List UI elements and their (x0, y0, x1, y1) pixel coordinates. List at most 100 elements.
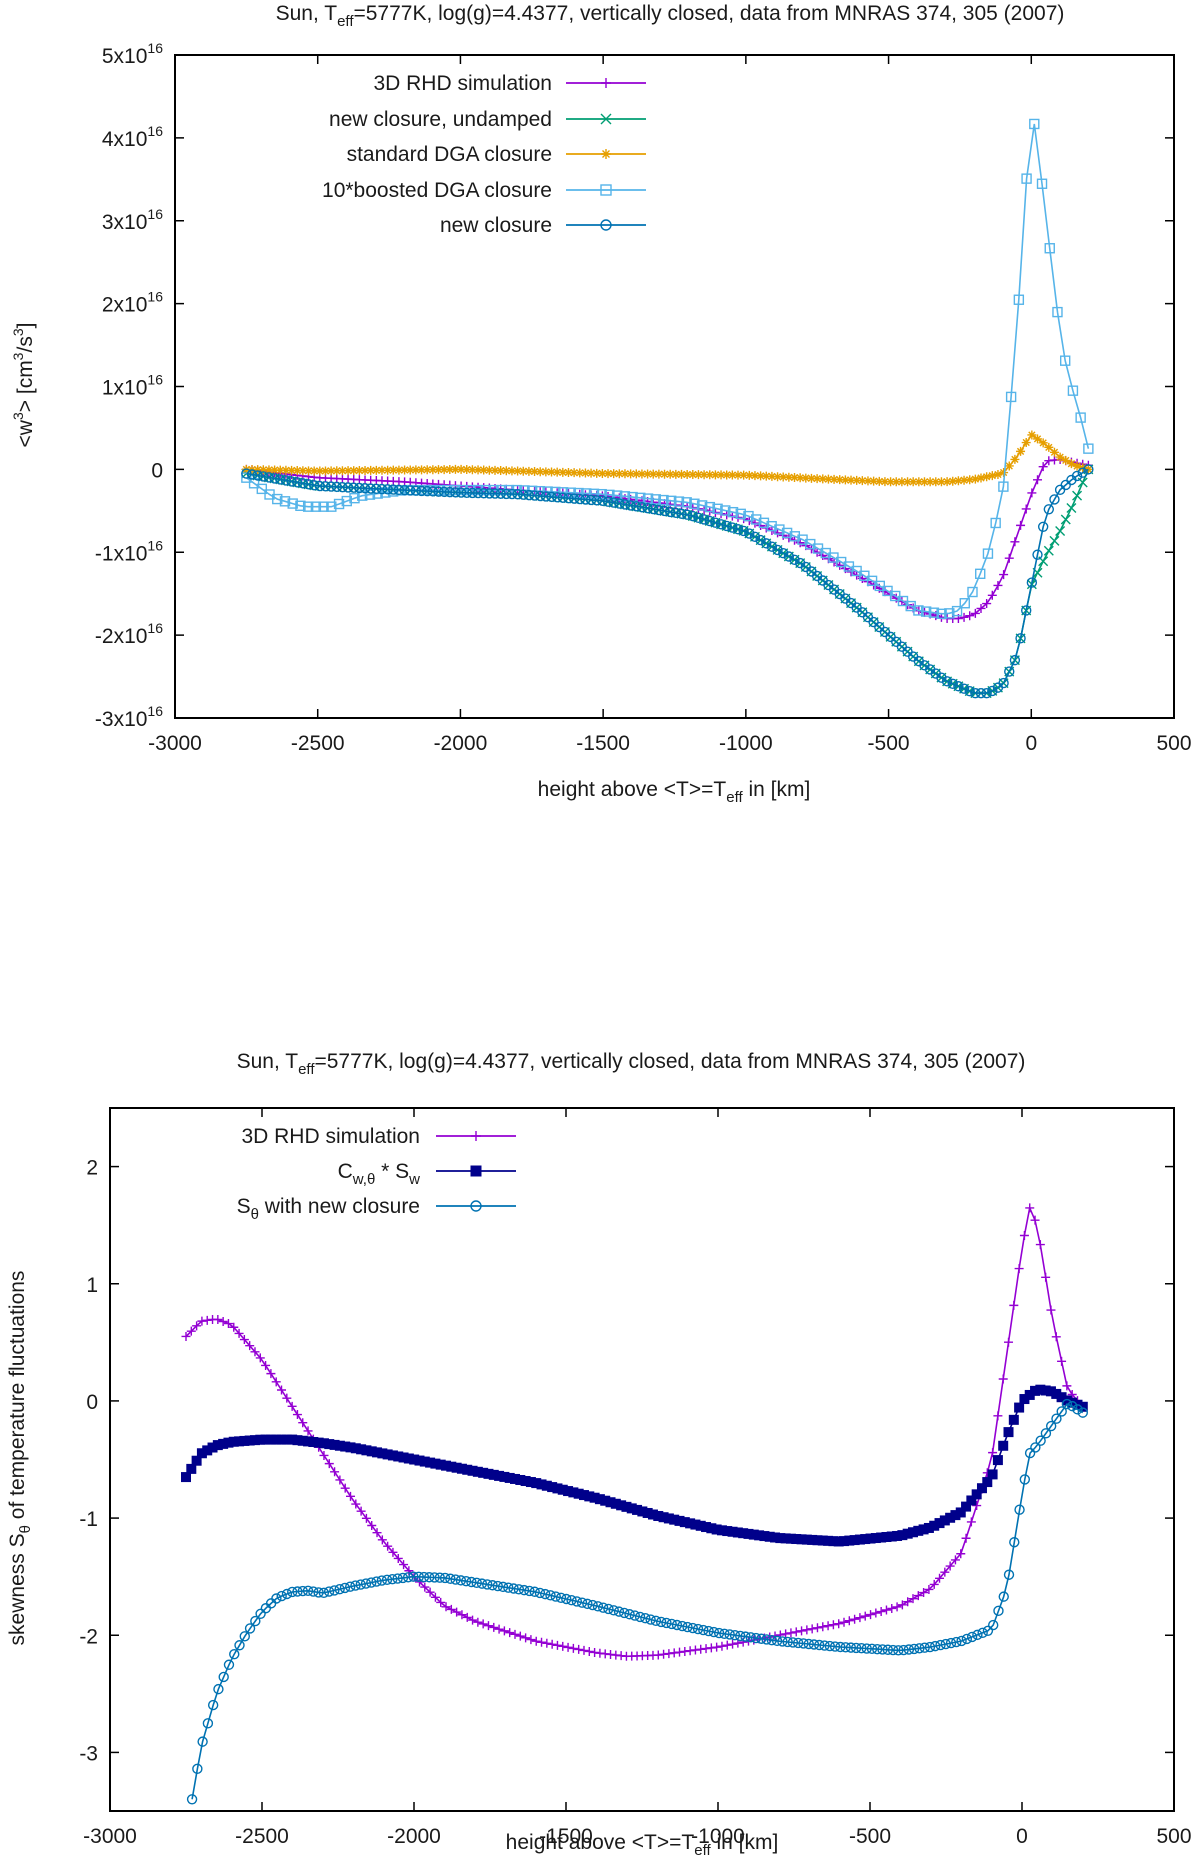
data-point (908, 1643, 920, 1655)
data-point (1083, 443, 1094, 454)
data-point (361, 1513, 371, 1523)
data-point (924, 1641, 936, 1653)
top-x-axis-label: height above <T>=Teff in [km] (538, 778, 811, 806)
data-point (766, 541, 778, 552)
data-point (575, 468, 585, 478)
data-point (1075, 412, 1086, 423)
data-point (1046, 1305, 1056, 1315)
data-point (1021, 504, 1031, 514)
data-point (512, 489, 523, 500)
data-point (795, 538, 805, 548)
data-point (218, 1317, 228, 1326)
data-point (478, 1619, 488, 1629)
data-point (269, 473, 280, 484)
data-point (461, 487, 472, 498)
legend-marker-3 (600, 184, 612, 196)
data-point (860, 1611, 870, 1621)
data-point (513, 466, 523, 476)
data-point (404, 1566, 414, 1576)
data-point (1044, 442, 1054, 452)
data-point (496, 466, 506, 476)
data-point (1049, 535, 1060, 546)
data-point (818, 474, 828, 484)
y-tick-label: 3x1016 (102, 206, 163, 234)
data-point (281, 465, 291, 475)
data-point (490, 465, 500, 475)
data-point (450, 487, 461, 498)
data-point (891, 477, 901, 487)
data-point (292, 466, 302, 476)
data-point (256, 483, 268, 495)
data-point (394, 465, 404, 475)
data-point (1010, 454, 1020, 464)
data-point (659, 1649, 669, 1659)
data-point (192, 1763, 203, 1775)
data-point (727, 522, 738, 533)
data-point (445, 464, 455, 474)
data-point (202, 1315, 212, 1325)
data-point (241, 472, 252, 483)
data-point (1077, 1407, 1089, 1418)
data-point (637, 469, 647, 479)
data-point (1061, 455, 1071, 465)
data-point (1004, 666, 1015, 677)
data-point (371, 465, 381, 475)
data-point (608, 497, 619, 508)
data-point (693, 470, 703, 480)
data-point (537, 1637, 547, 1647)
data-point (388, 484, 399, 495)
data-point (1051, 1332, 1061, 1342)
y-tick-label: 5x1016 (102, 40, 163, 68)
data-point (356, 1506, 366, 1516)
data-point (335, 1475, 345, 1485)
data-point (381, 1574, 393, 1585)
data-point (866, 1610, 876, 1620)
data-point (777, 1636, 788, 1647)
data-point (828, 1620, 838, 1630)
data-point (602, 496, 614, 507)
data-point (648, 469, 658, 479)
data-point (750, 471, 760, 481)
data-point (959, 598, 970, 609)
data-point (460, 1575, 472, 1587)
data-point (302, 501, 314, 512)
data-point (1027, 430, 1037, 440)
data-point (524, 1585, 535, 1597)
data-point (1055, 452, 1065, 462)
data-point (547, 1639, 557, 1649)
data-point (597, 1602, 609, 1613)
data-point (981, 687, 992, 699)
data-point (792, 1637, 804, 1649)
data-point (367, 1521, 377, 1530)
data-point (303, 1426, 313, 1436)
data-point (955, 1507, 966, 1518)
data-point (476, 1578, 488, 1589)
data-point (624, 1609, 635, 1620)
data-point (814, 1639, 825, 1651)
data-point (349, 466, 359, 476)
data-point (712, 1642, 722, 1652)
data-point (234, 1640, 245, 1651)
data-point (326, 466, 336, 476)
data-point (802, 1625, 812, 1635)
data-point (439, 1572, 451, 1584)
data-point (766, 520, 777, 532)
data-point (715, 519, 727, 530)
data-point (1029, 118, 1040, 130)
data-point (489, 488, 501, 499)
data-point (430, 1592, 440, 1602)
data-point (1009, 1300, 1019, 1310)
data-point (720, 505, 731, 516)
series-2 (241, 430, 1093, 487)
data-point (344, 1581, 356, 1592)
data-point (818, 1622, 828, 1632)
x-tick-label: 0 (1016, 1825, 1028, 1848)
data-point (1043, 545, 1054, 556)
data-point (786, 1628, 796, 1638)
data-point (982, 472, 992, 482)
data-point (472, 487, 484, 499)
data-point (323, 1586, 335, 1597)
data-point (881, 1605, 891, 1615)
data-point (455, 1575, 467, 1586)
data-point (724, 1629, 735, 1640)
